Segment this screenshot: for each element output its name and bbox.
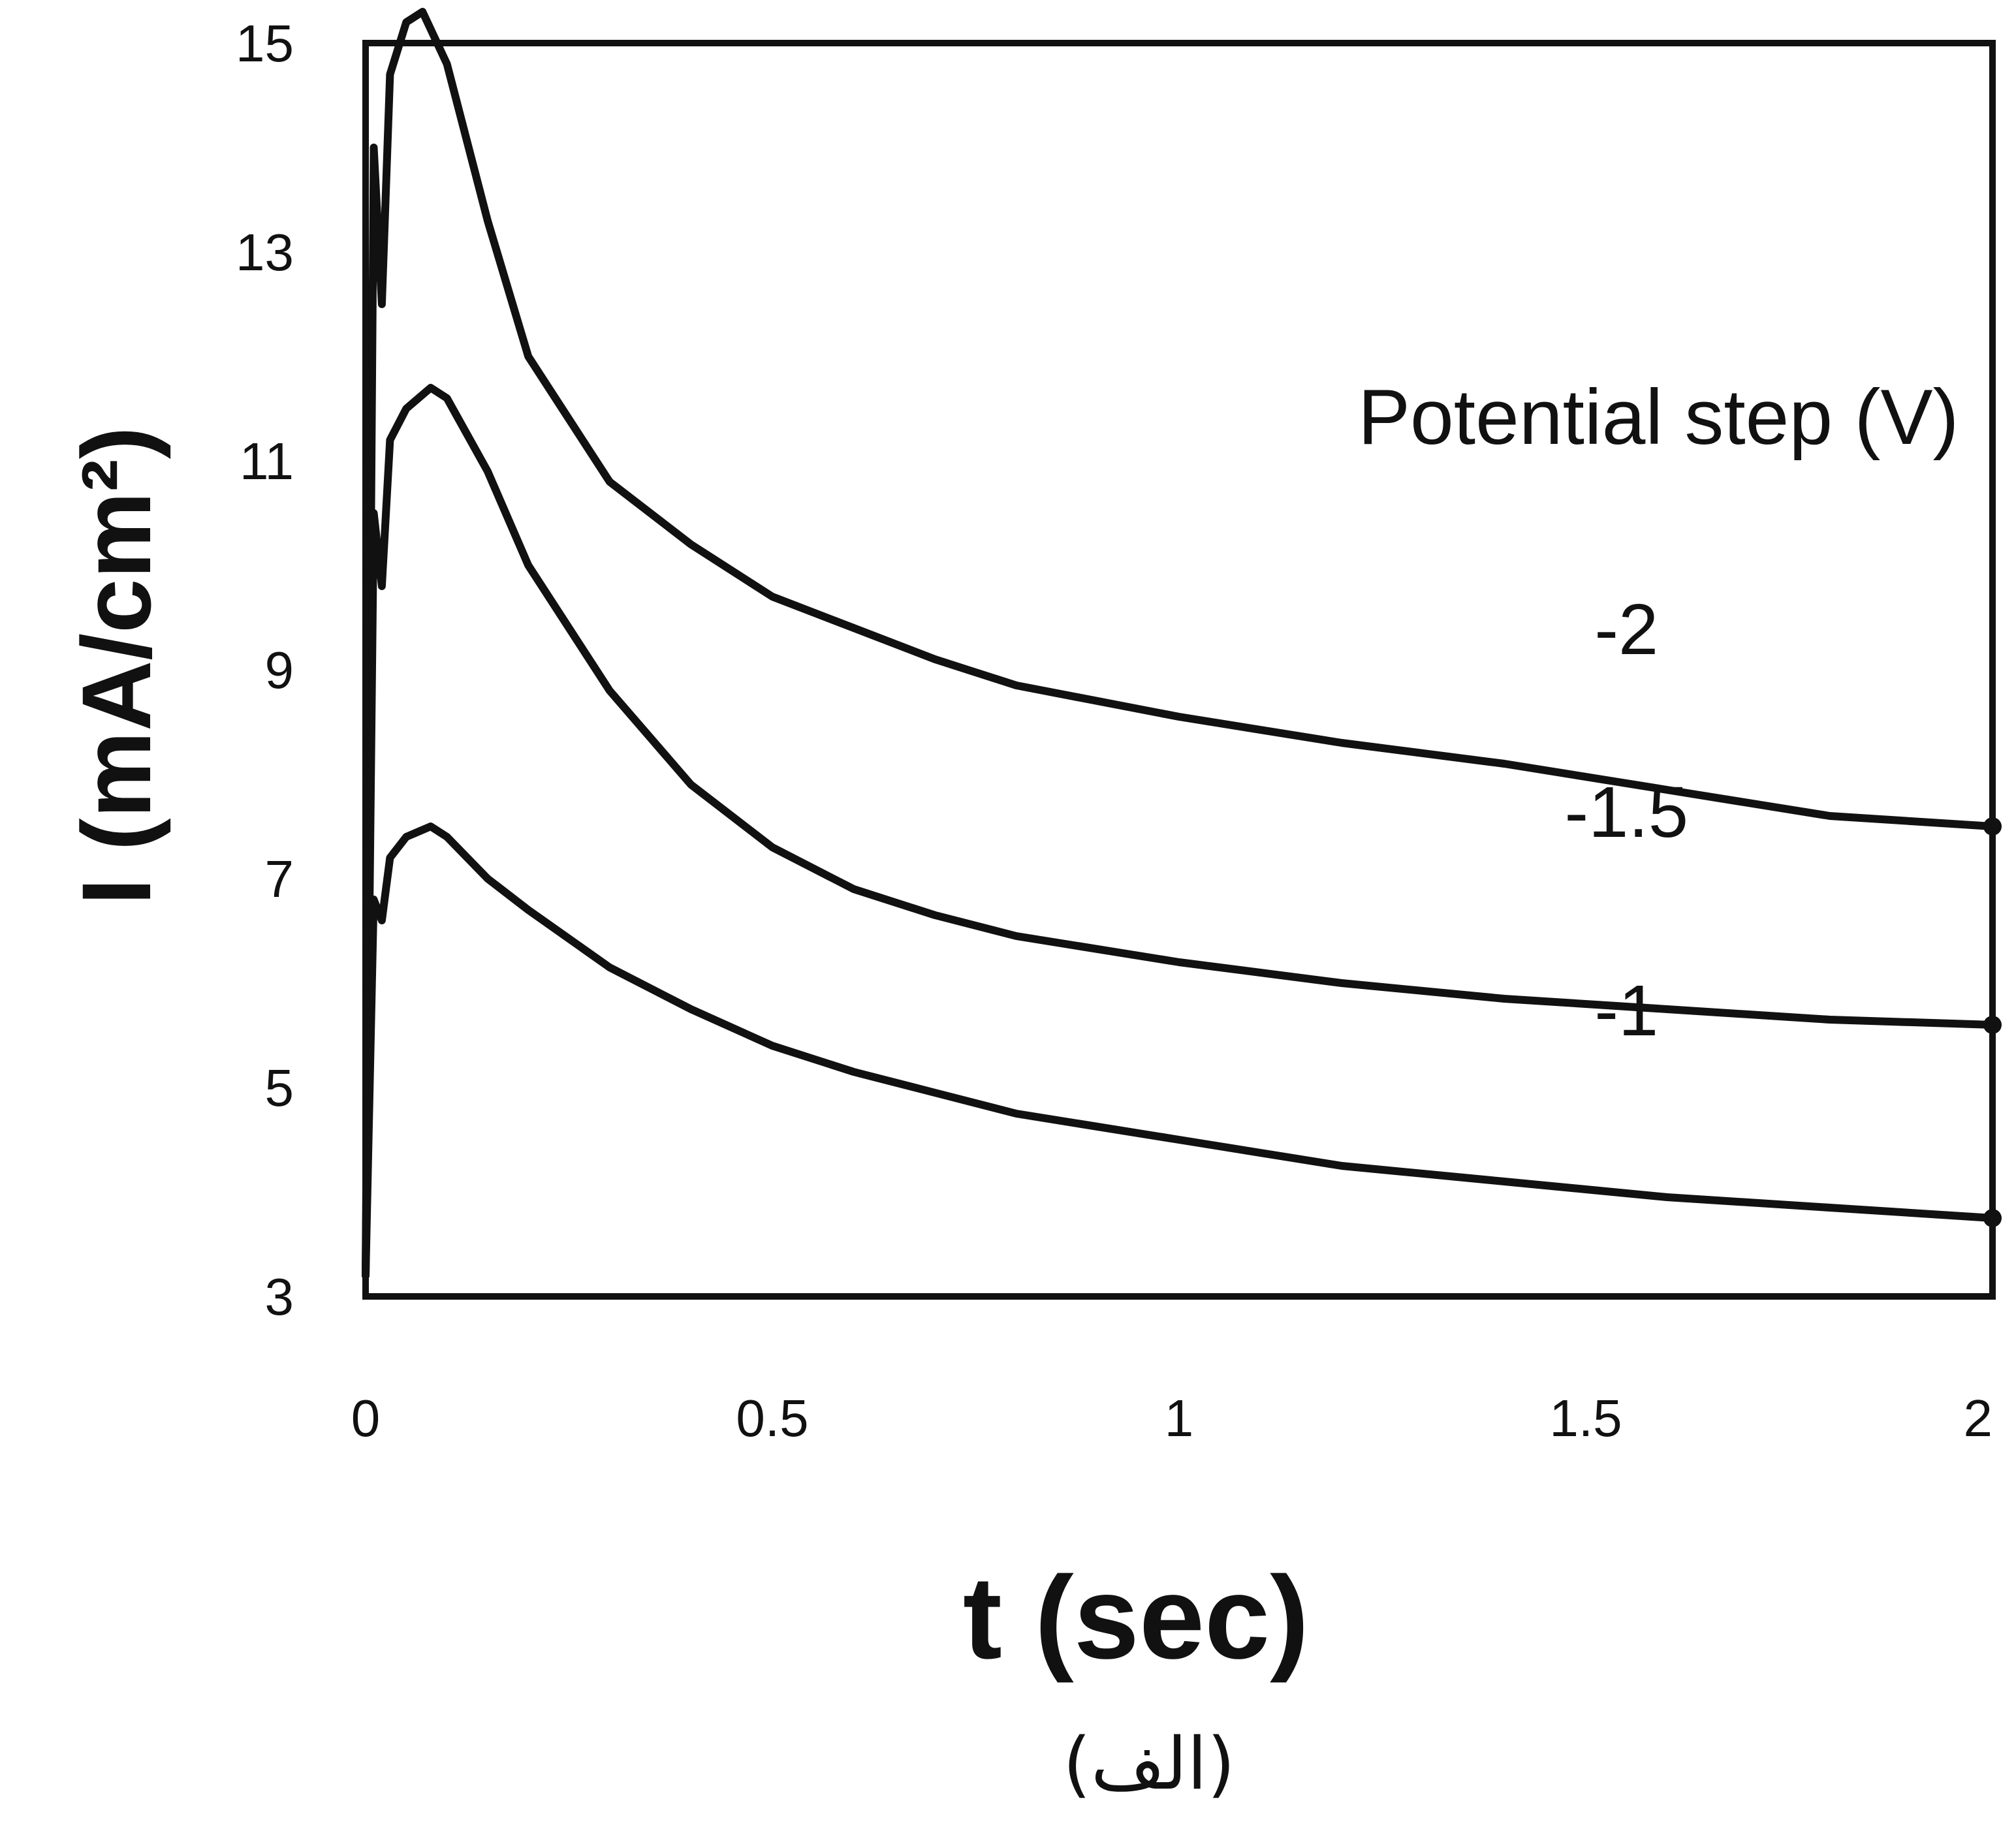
x-tick-label: 2: [1964, 1389, 1993, 1447]
y-tick-label: 3: [265, 1268, 294, 1326]
y-tick-label: 15: [236, 14, 294, 72]
series-label: -1.5: [1565, 772, 1689, 853]
series-line-1: [362, 8, 1996, 1279]
y-tick-label: 9: [265, 641, 294, 699]
figure-caption: (الف): [1063, 1722, 1235, 1806]
series-end-point: [1983, 1016, 2002, 1034]
plot-frame: [362, 40, 1996, 1300]
y-tick-label: 11: [240, 432, 294, 490]
legend-title: Potential step (V): [1358, 373, 1959, 461]
y-axis-title: I (mA/cm²): [61, 426, 171, 905]
series-end-point: [1983, 1209, 2002, 1227]
series-end-point: [1983, 817, 2002, 836]
plot-area: [362, 8, 2002, 1300]
series-label: -2: [1594, 589, 1658, 670]
x-tick-label: 0.5: [736, 1389, 808, 1447]
series-labels: -2 -1.5 -1: [1565, 589, 1689, 1051]
series-line-2: [362, 384, 1996, 1279]
series-label: -1: [1594, 971, 1658, 1051]
y-tick-label: 5: [265, 1059, 294, 1117]
x-axis-title: t (sec): [963, 1552, 1309, 1684]
x-tick-label: 1.5: [1549, 1389, 1622, 1447]
x-tick-labels: 0 0.5 1 1.5 2: [351, 1389, 1992, 1447]
x-tick-label: 1: [1165, 1389, 1194, 1447]
series-layer: [362, 8, 2002, 1279]
x-tick-label: 0: [351, 1389, 381, 1447]
y-tick-label: 13: [236, 223, 294, 281]
y-tick-labels: 3 5 7 9 11 13 15: [236, 14, 294, 1326]
series-line-3: [362, 822, 1996, 1279]
y-tick-label: 7: [265, 850, 294, 908]
